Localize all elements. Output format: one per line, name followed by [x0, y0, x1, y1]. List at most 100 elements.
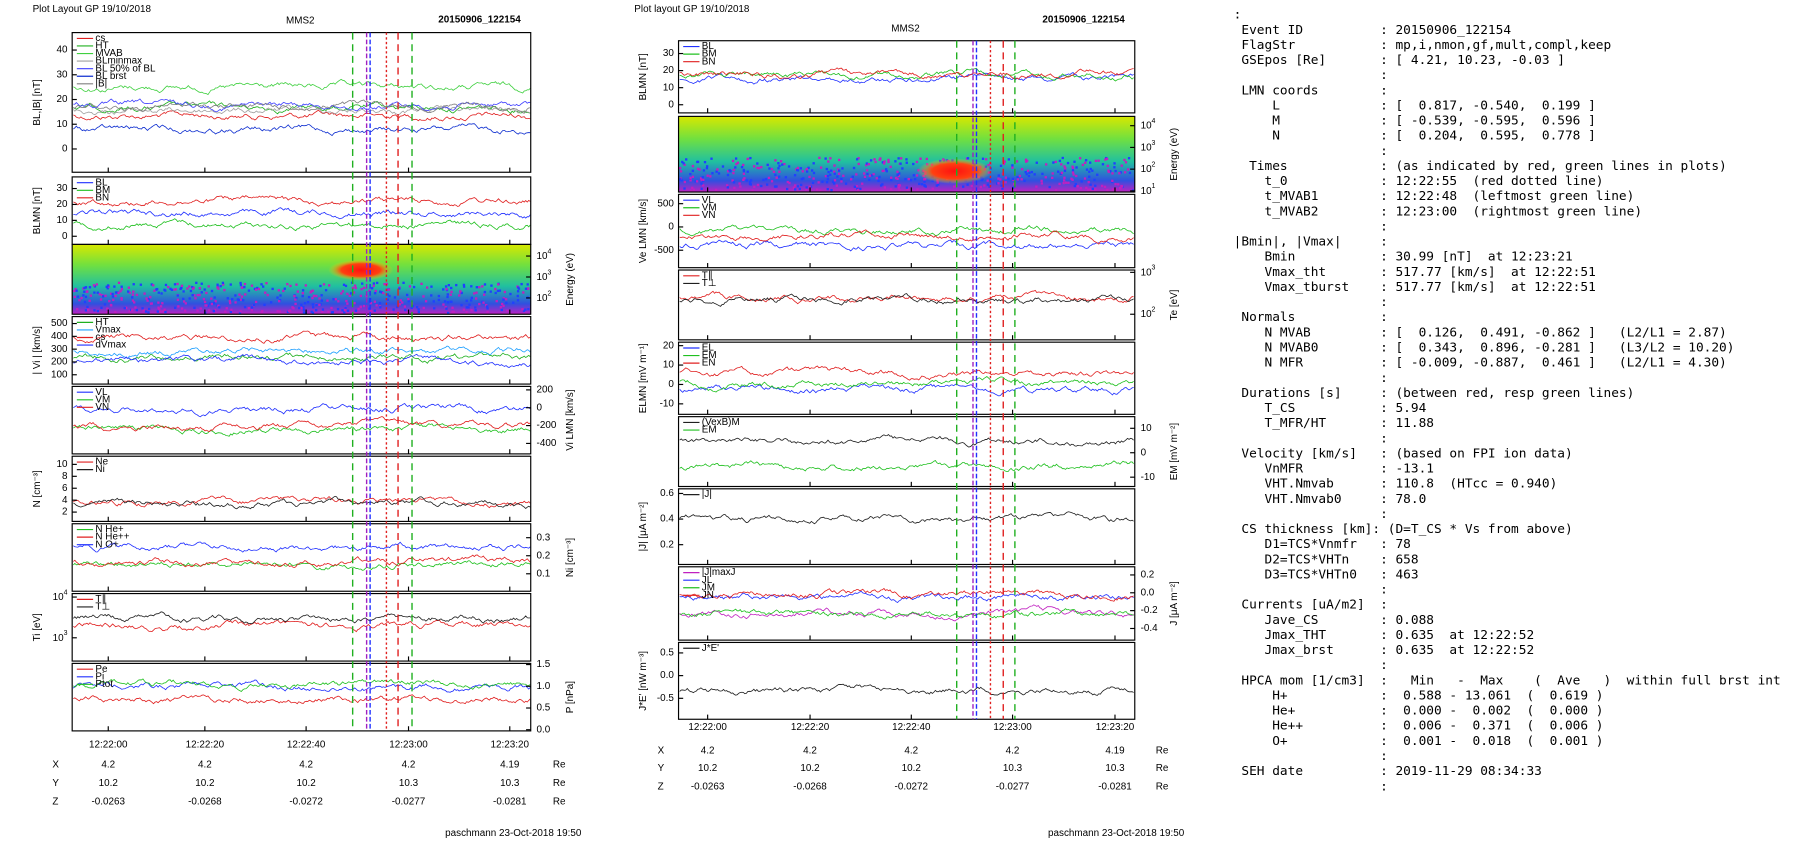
spectrogram-speckle — [1063, 169, 1067, 172]
listing-line: Vmax_tht : 517.77 [km/s] at 12:22:51 — [1234, 265, 1596, 280]
spectrogram-speckle — [173, 306, 177, 309]
spectrogram-speckle — [191, 285, 194, 289]
row-unit: Re — [1156, 763, 1169, 774]
spectrogram-speckle — [1062, 179, 1066, 182]
spectrogram-speckle — [482, 301, 485, 304]
spectrogram-speckle — [417, 308, 420, 311]
spectrogram-speckle — [216, 283, 219, 286]
spectrogram-speckle — [1023, 179, 1026, 182]
spectrogram — [72, 244, 531, 315]
spectrogram-speckle — [330, 306, 333, 310]
spectrogram-speckle — [101, 295, 105, 298]
spectrogram-speckle — [1083, 177, 1087, 180]
spectrogram-speckle — [236, 298, 240, 301]
trace — [679, 239, 1134, 252]
spectrogram-speckle — [217, 304, 220, 307]
spectrogram-speckle — [203, 288, 206, 291]
spectrogram-speckle — [689, 172, 692, 176]
spectrogram-speckle — [221, 281, 225, 285]
spectrogram-speckle — [139, 283, 143, 286]
spectrogram-speckle — [422, 306, 425, 310]
spectrogram-speckle — [212, 309, 216, 313]
spectrogram-speckle — [326, 299, 329, 302]
row-value: -0.0272 — [289, 797, 323, 808]
spectrogram-speckle — [205, 291, 208, 295]
plot-header: Plot layout GP 19/10/2018 — [634, 4, 750, 15]
spectrogram-speckle — [417, 310, 421, 314]
spectrogram-speckle — [117, 291, 120, 295]
spectrogram-speckle — [372, 284, 375, 288]
spectrogram-speckle — [135, 293, 139, 297]
spectrogram-speckle — [1003, 160, 1006, 163]
spectrogram — [678, 116, 1135, 193]
spectrogram-speckle — [443, 300, 447, 303]
trace — [679, 229, 1134, 245]
spectrogram-speckle — [997, 174, 1000, 177]
tick-label: 40 — [57, 45, 68, 56]
spectrogram-speckle — [890, 176, 893, 179]
spectrogram-speckle — [200, 282, 203, 285]
spectrogram-speckle — [833, 170, 836, 173]
spectrogram-speckle — [266, 293, 269, 297]
spectrogram-speckle — [1054, 189, 1058, 192]
listing-line: : — [1234, 295, 1388, 310]
tick-label: 0.4 — [660, 514, 674, 525]
spectrogram-speckle — [144, 310, 148, 313]
spectrogram-speckle — [437, 294, 441, 298]
spectrogram-speckle — [216, 286, 219, 289]
trace — [73, 554, 531, 569]
spectrogram-speckle — [116, 291, 119, 294]
spectrogram-speckle — [283, 287, 286, 290]
spectrogram-speckle — [301, 289, 305, 292]
spectrogram-speckle — [1015, 160, 1019, 163]
legend-entry: T⊥ — [702, 278, 717, 289]
spectrogram-speckle — [521, 308, 524, 311]
spectrogram-speckle — [775, 185, 778, 188]
spectrogram-speckle — [1078, 157, 1082, 160]
spectrogram-speckle — [449, 293, 452, 296]
spectrogram-speckle — [442, 288, 445, 291]
spectrogram-speckle — [114, 311, 117, 314]
spectrogram-speckle — [810, 169, 814, 172]
trace — [73, 416, 531, 433]
spectrogram-speckle — [796, 166, 800, 170]
spectrogram-speckle — [867, 163, 870, 166]
legend-entry: VM — [95, 394, 110, 405]
spectrogram-speckle — [829, 157, 832, 160]
spectrogram-speckle — [86, 305, 89, 309]
spectrogram-speckle — [315, 294, 318, 298]
row-value: 10.2 — [698, 763, 717, 774]
tick-exponent: 3 — [548, 269, 552, 276]
spectrogram-speckle — [179, 287, 182, 291]
spectrogram-speckle — [1106, 164, 1109, 168]
listing-line: : — [1234, 8, 1242, 23]
spectrogram-speckle — [702, 178, 705, 182]
tick-label: -0.2 — [1141, 605, 1158, 616]
panel-frame — [677, 115, 1136, 193]
spectrogram-speckle — [1054, 160, 1057, 164]
row-value: 4.2 — [803, 745, 817, 756]
spectrogram-speckle — [261, 310, 264, 313]
spectrogram-speckle — [868, 174, 872, 177]
spectrogram-speckle — [243, 285, 246, 289]
spectrogram-speckle — [194, 297, 197, 300]
spectrogram-speckle — [489, 290, 492, 293]
spectrogram-speckle — [1060, 171, 1064, 174]
spectrogram-speckle — [764, 178, 768, 181]
spectrogram-speckle — [164, 289, 167, 292]
spectrogram-speckle — [262, 285, 265, 288]
spectrogram-speckle — [164, 283, 168, 287]
spectrogram-speckle — [411, 304, 415, 308]
spectrogram-speckle — [388, 294, 391, 298]
spectrogram-speckle — [830, 169, 833, 172]
row-value: 10.3 — [1003, 763, 1023, 774]
spectrogram-speckle — [700, 182, 703, 185]
axis-label: ELMN [mV m⁻¹] — [638, 343, 649, 413]
spectrogram-speckle — [131, 293, 135, 296]
row-value: 10.2 — [902, 763, 921, 774]
spectrogram-speckle — [142, 309, 145, 312]
spectrogram-speckle — [256, 286, 259, 290]
spectrogram-speckle — [195, 281, 198, 285]
spectrogram-speckle — [923, 177, 927, 181]
spectrogram-speckle — [485, 304, 488, 307]
